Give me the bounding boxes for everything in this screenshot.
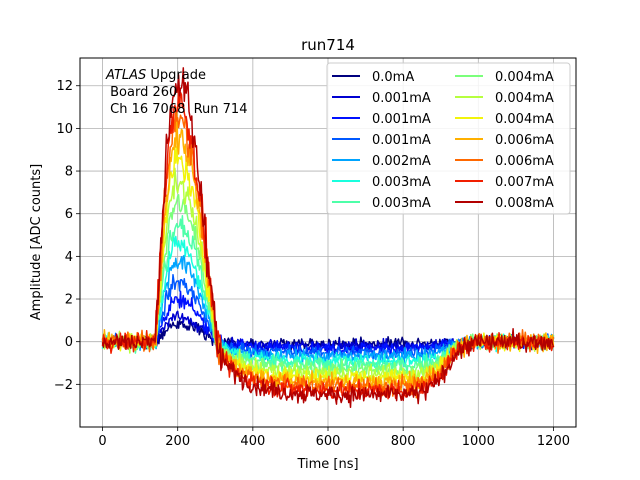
x-axis-label: Time [ns] [296, 457, 358, 472]
legend-label-12: 0.007mA [495, 175, 554, 190]
atlas-annotation: ATLAS Upgrade Board 260 Ch 16 7068 Run 7… [105, 68, 247, 117]
chart-title: run714 [301, 36, 355, 54]
legend-label-9: 0.004mA [495, 112, 554, 127]
annotation-upgrade: Upgrade [146, 68, 206, 83]
legend-label-2: 0.001mA [372, 112, 431, 127]
x-tick-label: 400 [240, 434, 265, 449]
legend-label-5: 0.003mA [372, 175, 431, 190]
x-tick-label: 1200 [537, 434, 570, 449]
legend-label-7: 0.004mA [495, 70, 554, 85]
legend-label-6: 0.003mA [372, 196, 431, 211]
x-tick-label: 600 [316, 434, 341, 449]
annotation-board: Board 260 [106, 85, 177, 100]
ticks: 0 200 400 600 800 1000 1200 −2 0 2 4 6 8 10 12 [54, 79, 570, 449]
x-tick-label: 200 [165, 434, 190, 449]
y-tick-label: 2 [65, 293, 73, 308]
svg-text:ATLAS Upgrade: ATLAS Upgrade [105, 68, 206, 83]
legend: 0.0mA 0.001mA 0.001mA 0.001mA 0.002mA 0.003mA… [326, 62, 571, 215]
legend-label-3: 0.001mA [372, 133, 431, 148]
legend-label-13: 0.008mA [495, 196, 554, 211]
y-tick-label: 12 [56, 79, 73, 94]
annotation-channel-run: Ch 16 7068 Run 714 [106, 102, 247, 117]
y-tick-label: 0 [65, 335, 73, 350]
y-tick-label: 8 [65, 165, 73, 180]
legend-label-4: 0.002mA [372, 154, 431, 169]
y-tick-label: 10 [56, 122, 73, 137]
series-group [101, 67, 555, 409]
series-line-13 [101, 67, 555, 409]
y-tick-label: 6 [65, 207, 73, 222]
legend-label-0: 0.0mA [372, 70, 414, 85]
y-tick-label: 4 [65, 250, 73, 265]
y-tick-label: −2 [54, 378, 73, 393]
legend-label-11: 0.006mA [495, 154, 554, 169]
legend-label-8: 0.004mA [495, 91, 554, 106]
y-axis-label: Amplitude [ADC counts] [29, 164, 44, 320]
legend-label-10: 0.006mA [495, 133, 554, 148]
series-line-6 [101, 214, 555, 375]
x-tick-label: 800 [391, 434, 416, 449]
legend-label-1: 0.001mA [372, 91, 431, 106]
annotation-atlas: ATLAS [105, 68, 146, 83]
x-tick-label: 1000 [462, 434, 495, 449]
legend-box [326, 62, 571, 215]
x-tick-label: 0 [98, 434, 106, 449]
